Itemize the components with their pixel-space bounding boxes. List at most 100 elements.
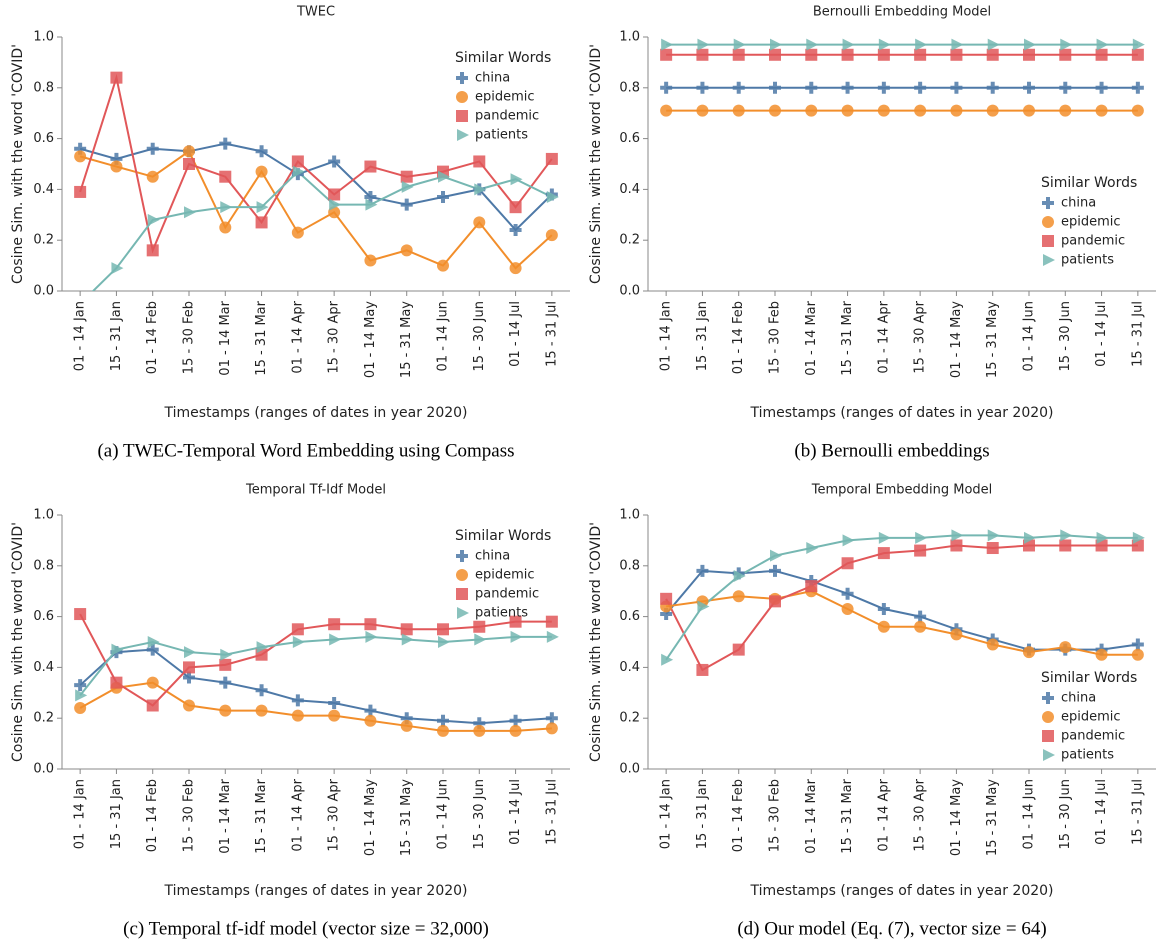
x-tick-label: 15 - 30 Feb — [182, 301, 197, 374]
marker — [255, 704, 268, 717]
legend-title: Similar Words — [1041, 670, 1137, 686]
x-tick-label: 01 - 14 Mar — [804, 778, 819, 853]
y-tick-label: 0.0 — [33, 284, 54, 299]
x-tick-label: 01 - 14 Mar — [218, 778, 233, 853]
legend-label: china — [475, 549, 510, 564]
marker — [1096, 531, 1109, 544]
x-tick-label: 15 - 30 Jun — [472, 779, 487, 849]
marker — [473, 155, 486, 168]
legend-label: patients — [1061, 748, 1114, 763]
x-tick-label: 01 - 14 Jan — [659, 779, 674, 849]
x-tick-label: 15 - 31 May — [985, 779, 1000, 856]
marker — [474, 633, 487, 646]
marker — [877, 104, 890, 117]
marker — [841, 48, 854, 61]
marker — [400, 244, 413, 257]
x-tick-label: 15 - 31 May — [399, 779, 414, 856]
marker — [1023, 81, 1035, 94]
y-tick-label: 0.2 — [33, 233, 54, 248]
marker — [437, 259, 449, 272]
marker — [545, 615, 558, 628]
legend-label: epidemic — [1061, 215, 1121, 230]
marker — [915, 38, 928, 51]
chart-title: TWEC — [296, 5, 335, 20]
x-tick-label: 15 - 31 Mar — [254, 778, 269, 853]
marker — [437, 714, 449, 727]
marker — [1042, 216, 1054, 228]
marker — [456, 550, 468, 562]
y-tick-label: 0.0 — [619, 762, 640, 777]
marker — [292, 636, 305, 648]
marker — [509, 262, 522, 275]
marker — [219, 704, 232, 717]
legend-label: epidemic — [475, 568, 535, 583]
marker — [183, 671, 195, 684]
legend-label: pandemic — [1061, 234, 1125, 249]
legend-label: patients — [475, 606, 528, 621]
marker — [364, 160, 377, 173]
y-tick-label: 1.0 — [619, 30, 640, 45]
marker — [364, 618, 377, 631]
marker — [291, 155, 304, 168]
marker — [950, 104, 963, 117]
x-tick-label: 15 - 31 Mar — [254, 300, 269, 375]
marker — [74, 150, 87, 163]
x-tick-label: 01 - 14 Apr — [876, 300, 891, 373]
marker — [877, 602, 890, 615]
marker — [950, 539, 963, 552]
marker — [473, 620, 486, 633]
marker — [474, 183, 487, 196]
marker — [74, 608, 87, 621]
marker — [805, 48, 818, 61]
marker — [255, 165, 268, 178]
marker — [877, 81, 890, 94]
y-axis-title: Cosine Sim. with the word 'COVID' — [10, 522, 26, 762]
marker — [74, 142, 87, 155]
x-tick-label: 01 - 14 Jun — [1022, 301, 1037, 371]
marker — [1059, 48, 1072, 61]
marker — [878, 531, 891, 544]
x-axis-title: Timestamps (ranges of dates in year 2020… — [749, 405, 1053, 421]
marker — [1042, 711, 1054, 723]
marker — [255, 684, 268, 697]
marker — [987, 529, 1000, 542]
x-tick-label: 01 - 14 Jul — [508, 301, 523, 367]
marker — [733, 569, 746, 582]
marker — [510, 630, 523, 643]
marker — [1042, 692, 1054, 704]
x-tick-label: 15 - 30 Apr — [327, 300, 342, 373]
panel: Bernoulli Embedding Model Cosine Sim. wit… — [588, 5, 1156, 461]
plot-area — [660, 38, 1145, 117]
marker — [401, 633, 414, 646]
marker — [509, 724, 522, 737]
marker — [74, 185, 87, 198]
x-tick-label: 01 - 14 Mar — [218, 300, 233, 375]
marker — [1060, 529, 1073, 542]
x-axis-title: Timestamps (ranges of dates in year 2020… — [163, 883, 467, 899]
marker — [1059, 81, 1072, 94]
marker — [219, 170, 232, 183]
marker — [841, 557, 854, 570]
legend-label: china — [475, 71, 510, 86]
marker — [456, 110, 468, 122]
line — [79, 613, 552, 707]
marker — [401, 180, 414, 193]
marker — [364, 191, 377, 204]
y-tick-label: 0.6 — [33, 609, 54, 624]
marker — [660, 608, 673, 621]
marker — [878, 38, 891, 51]
x-tick-label: 01 - 14 Feb — [145, 779, 160, 852]
y-tick-label: 0.2 — [33, 711, 54, 726]
marker — [1023, 646, 1035, 659]
marker — [365, 630, 378, 643]
marker — [147, 636, 160, 648]
marker — [732, 104, 745, 117]
marker — [364, 254, 377, 267]
y-tick-label: 0.8 — [619, 80, 640, 95]
marker — [1095, 48, 1108, 61]
x-tick-label: 01 - 14 Feb — [731, 301, 746, 374]
marker — [184, 206, 196, 219]
marker — [1131, 48, 1144, 61]
marker — [1131, 648, 1144, 661]
marker — [328, 155, 341, 168]
